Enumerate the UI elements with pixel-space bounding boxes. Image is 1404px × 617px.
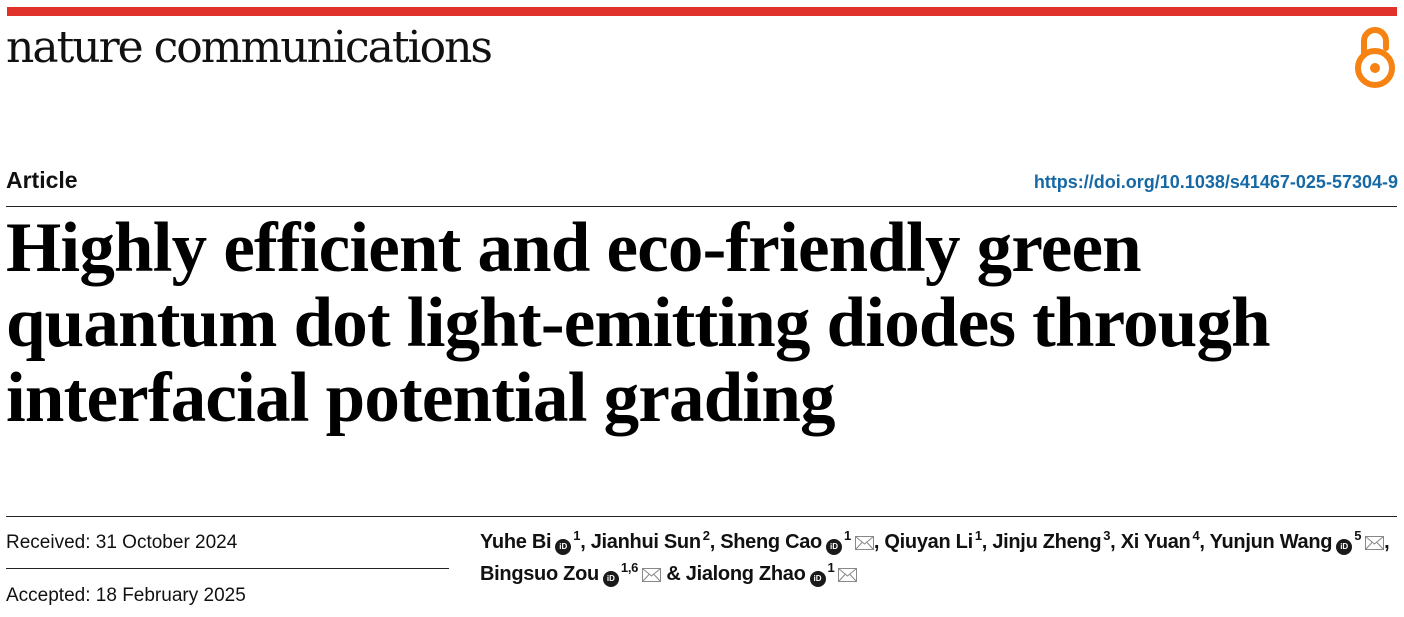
envelope-icon[interactable] <box>1365 536 1385 550</box>
affiliation-number[interactable]: 1,6 <box>620 560 639 576</box>
doi-link[interactable]: https://doi.org/10.1038/s41467-025-57304… <box>1033 172 1398 192</box>
journal-name[interactable]: nature communications <box>6 22 493 73</box>
author-separator: & <box>661 563 686 585</box>
affiliation-number[interactable]: 4 <box>1192 528 1200 544</box>
author: Yunjun Wang iD5 <box>1209 528 1385 555</box>
affiliation-number[interactable]: 3 <box>1103 528 1111 544</box>
author-name[interactable]: Xi Yuan <box>1120 531 1191 553</box>
author-name[interactable]: Bingsuo Zou <box>480 563 599 585</box>
author-separator: , <box>709 531 721 553</box>
affiliation-number[interactable]: 5 <box>1354 528 1362 544</box>
author: Yuhe Bi iD1 <box>480 528 581 555</box>
article-title: Highly efficient and eco-friendly green … <box>6 209 1271 437</box>
header-divider <box>6 206 1397 207</box>
orcid-icon[interactable]: iD <box>825 539 842 555</box>
orcid-icon[interactable]: iD <box>602 571 619 587</box>
orcid-icon[interactable]: iD <box>1336 539 1353 555</box>
orcid-icon[interactable]: iD <box>809 571 826 587</box>
envelope-icon[interactable] <box>838 568 858 582</box>
dates-divider <box>6 568 449 569</box>
author-name[interactable]: Sheng Cao <box>720 531 822 553</box>
author-name[interactable]: Jinju Zheng <box>992 531 1102 553</box>
author: Qiuyan Li 1 <box>884 528 982 553</box>
author-name[interactable]: Qiuyan Li <box>884 531 973 553</box>
affiliation-number[interactable]: 1 <box>843 528 851 544</box>
affiliation-number[interactable]: 2 <box>702 528 710 544</box>
author: Jialong Zhao iD1 <box>685 560 858 587</box>
author-name[interactable]: Jianhui Sun <box>590 531 701 553</box>
author-list: Yuhe Bi iD1, Jianhui Sun 2, Sheng Cao iD1, … <box>480 526 1400 590</box>
author-separator: , <box>580 531 591 553</box>
author-separator: , <box>873 531 885 553</box>
author: Bingsuo Zou iD1,6 <box>480 560 662 587</box>
author-separator: , <box>981 531 993 553</box>
affiliation-number[interactable]: 1 <box>974 528 982 544</box>
author: Sheng Cao iD1 <box>720 528 874 555</box>
affiliation-number[interactable]: 1 <box>827 560 835 576</box>
author-name[interactable]: Yunjun Wang <box>1209 531 1333 553</box>
top-accent-bar <box>7 7 1397 16</box>
author-name[interactable]: Yuhe Bi <box>480 531 552 553</box>
accepted-date: Accepted: 18 February 2025 <box>6 585 246 606</box>
author-separator: , <box>1110 531 1121 553</box>
envelope-icon[interactable] <box>642 568 662 582</box>
received-date: Received: 31 October 2024 <box>6 532 238 553</box>
author-name[interactable]: Jialong Zhao <box>685 563 806 585</box>
orcid-icon[interactable]: iD <box>555 539 572 555</box>
author: Jianhui Sun 2 <box>590 528 710 553</box>
author-separator: , <box>1199 531 1210 553</box>
open-access-lock-icon <box>1355 27 1395 88</box>
envelope-icon[interactable] <box>854 536 874 550</box>
affiliation-number[interactable]: 1 <box>573 528 581 544</box>
author: Xi Yuan 4 <box>1120 528 1200 553</box>
article-type: Article <box>6 167 78 193</box>
author: Jinju Zheng 3 <box>992 528 1111 553</box>
author-separator: , <box>1384 531 1390 553</box>
title-divider <box>6 516 1397 517</box>
